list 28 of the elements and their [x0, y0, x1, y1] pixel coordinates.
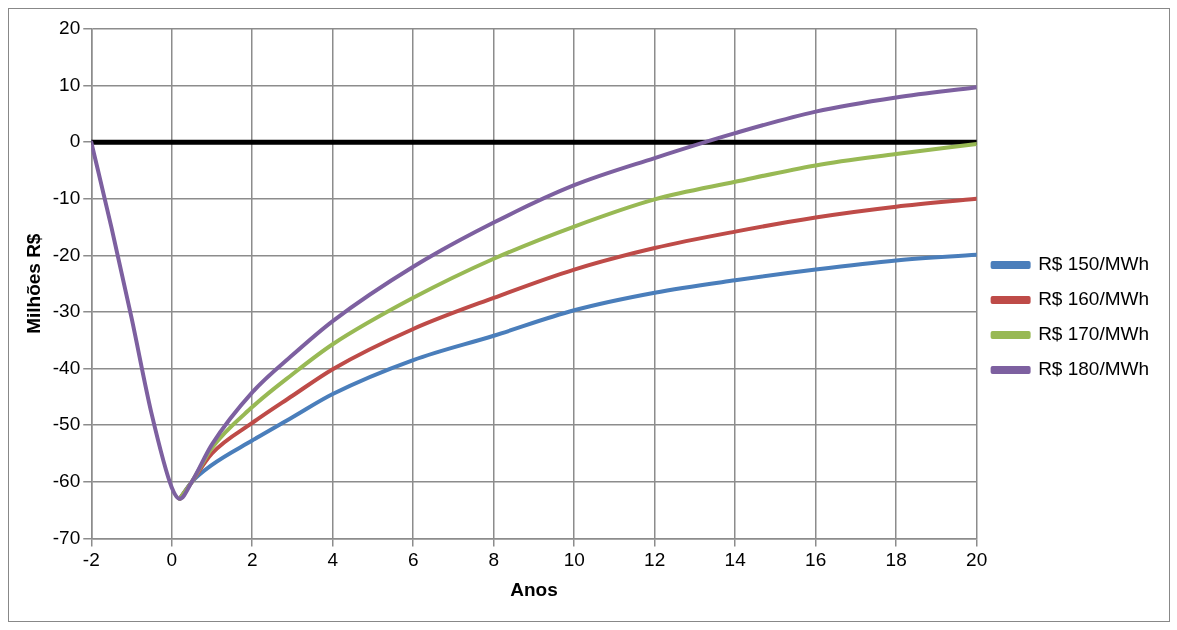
x-tick-label: 18	[885, 549, 907, 571]
y-axis-title: Milhões R$	[22, 233, 44, 334]
x-tick-label: 20	[966, 549, 988, 571]
x-axis-title: Anos	[510, 578, 558, 600]
x-tick-label: 14	[724, 549, 747, 571]
x-tick-label: 4	[327, 549, 339, 571]
y-tick-label: -10	[52, 187, 81, 209]
x-tick-label: 8	[488, 549, 499, 571]
legend-label: R$ 170/MWh	[1038, 323, 1149, 345]
x-tick-label: 16	[805, 549, 827, 571]
x-tick-label: 12	[644, 549, 666, 571]
x-tick-label: 0	[166, 549, 178, 571]
y-tick-label: -20	[52, 243, 81, 265]
y-tick-label: 0	[69, 130, 81, 152]
legend-label: R$ 150/MWh	[1038, 253, 1149, 275]
legend-label: R$ 180/MWh	[1038, 358, 1149, 380]
x-tick-label: 2	[246, 549, 258, 571]
legend-label: R$ 160/MWh	[1038, 288, 1149, 310]
x-tick-label: 6	[407, 549, 419, 571]
y-tick-label: -50	[52, 413, 81, 435]
y-tick-label: 20	[59, 17, 81, 39]
y-tick-label: -40	[52, 356, 81, 378]
x-tick-label: 10	[563, 549, 585, 571]
x-tick-label: -2	[82, 549, 100, 571]
y-tick-label: -70	[52, 526, 81, 548]
y-tick-label: -30	[52, 300, 81, 322]
y-tick-label: 10	[59, 73, 81, 95]
y-tick-label: -60	[52, 470, 81, 492]
